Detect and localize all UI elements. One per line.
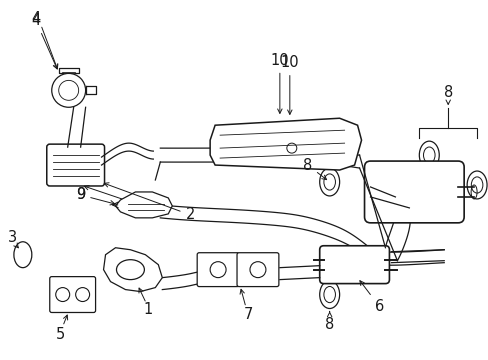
Text: 10: 10	[280, 55, 299, 114]
Text: 4: 4	[31, 13, 57, 69]
Text: 4: 4	[31, 11, 41, 26]
Ellipse shape	[116, 260, 144, 280]
FancyBboxPatch shape	[50, 276, 95, 312]
Text: 7: 7	[243, 307, 252, 322]
Text: 8: 8	[303, 158, 326, 180]
FancyBboxPatch shape	[364, 161, 463, 223]
Polygon shape	[103, 248, 162, 292]
Polygon shape	[115, 192, 172, 218]
Text: 8: 8	[443, 85, 452, 100]
Text: 2: 2	[84, 185, 150, 215]
FancyBboxPatch shape	[47, 144, 104, 186]
Text: 1: 1	[143, 302, 153, 317]
Text: 6: 6	[359, 281, 383, 314]
Text: 10: 10	[270, 53, 288, 68]
Text: 3: 3	[8, 230, 18, 245]
Polygon shape	[210, 118, 361, 170]
Text: 9: 9	[76, 188, 85, 202]
Text: 2: 2	[104, 183, 195, 222]
FancyBboxPatch shape	[319, 246, 388, 284]
FancyBboxPatch shape	[237, 253, 278, 287]
Ellipse shape	[14, 242, 32, 268]
FancyBboxPatch shape	[197, 253, 239, 287]
Text: 5: 5	[56, 327, 65, 342]
Text: 8: 8	[325, 311, 334, 332]
Text: 9: 9	[76, 188, 115, 205]
